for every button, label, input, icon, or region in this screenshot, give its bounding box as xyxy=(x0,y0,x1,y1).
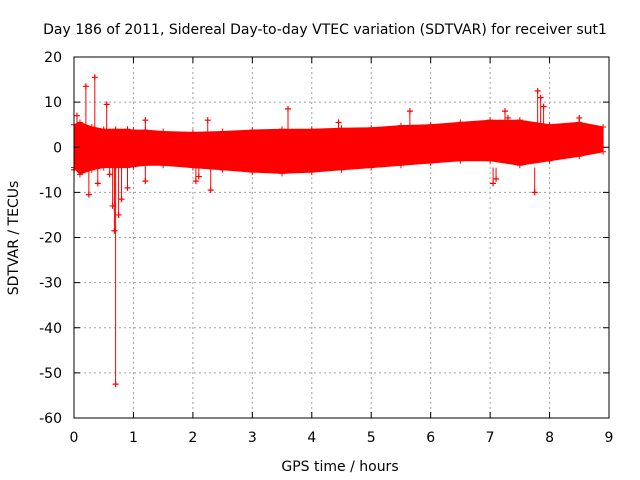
band-edge-marker xyxy=(112,126,119,133)
band-edge-marker xyxy=(338,125,345,132)
data-point xyxy=(106,171,113,178)
band-edge-marker xyxy=(600,148,607,155)
data-point xyxy=(94,180,101,187)
data-point xyxy=(91,74,98,81)
band-edge-marker xyxy=(219,128,226,135)
data-point xyxy=(504,114,511,121)
band-edge-marker xyxy=(516,162,523,169)
x-tick-label: 9 xyxy=(605,430,614,446)
y-tick-label: -60 xyxy=(39,411,62,427)
band-edge-marker xyxy=(457,157,464,164)
band-edge-marker xyxy=(487,157,494,164)
band-edge-marker xyxy=(124,126,131,133)
x-tick-label: 1 xyxy=(129,430,138,446)
band-edge-marker xyxy=(368,124,375,131)
x-tick-label: 8 xyxy=(545,430,554,446)
grid-lines xyxy=(74,57,609,418)
data-point xyxy=(207,187,214,194)
data-point xyxy=(537,94,544,101)
band-edge-marker xyxy=(546,157,553,164)
data-point xyxy=(85,191,92,198)
data-point xyxy=(103,101,110,108)
band-edge-marker xyxy=(397,122,404,129)
data-point xyxy=(118,196,125,203)
y-axis-title: SDTVAR / TECUs xyxy=(6,181,22,296)
band-edge-marker xyxy=(516,117,523,124)
y-tick-label: 0 xyxy=(53,140,62,156)
axis-ticks: 0 1 2 3 4 5 6 7 8 9 -60 -50 -40 -30 -20 -10 0 10 20 xyxy=(39,50,613,446)
x-tick-label: 3 xyxy=(248,430,257,446)
data-point xyxy=(195,173,202,180)
band-edge-marker xyxy=(189,129,196,136)
data-point xyxy=(540,103,547,110)
y-tick-label: 10 xyxy=(44,95,62,111)
data-point xyxy=(112,381,119,388)
band-edge-marker xyxy=(279,126,286,133)
data-point xyxy=(73,112,80,119)
data-point xyxy=(192,178,199,185)
data-point xyxy=(493,175,500,182)
band-edge-marker xyxy=(249,169,256,176)
data-series xyxy=(71,74,607,388)
band-edge-marker xyxy=(427,160,434,167)
data-point xyxy=(335,119,342,126)
band-edge-marker xyxy=(457,119,464,126)
band-edge-marker xyxy=(219,166,226,173)
band-edge-marker xyxy=(76,119,83,126)
band-edge-marker xyxy=(308,126,315,133)
x-tick-label: 6 xyxy=(426,430,435,446)
band-edge-marker xyxy=(338,166,345,173)
band-edge-marker xyxy=(189,164,196,171)
data-point xyxy=(576,114,583,121)
data-point xyxy=(142,178,149,185)
data-point xyxy=(406,108,413,115)
data-point xyxy=(111,227,118,234)
band-edge-marker xyxy=(397,162,404,169)
band-edge-marker xyxy=(142,162,149,169)
x-tick-label: 2 xyxy=(188,430,197,446)
x-axis-title: GPS time / hours xyxy=(281,459,398,475)
data-point xyxy=(204,117,211,124)
data-point xyxy=(490,180,497,187)
y-tick-label: -40 xyxy=(39,321,62,337)
x-tick-label: 7 xyxy=(486,430,495,446)
band-edge-marker xyxy=(130,127,137,134)
data-point xyxy=(142,117,149,124)
y-tick-label: -20 xyxy=(39,231,62,247)
band-edge-marker xyxy=(88,166,95,173)
band-edge-marker xyxy=(427,121,434,128)
x-tick-label: 4 xyxy=(307,430,316,446)
band-edge-marker xyxy=(76,171,83,178)
data-point xyxy=(115,211,122,218)
data-point xyxy=(501,108,508,115)
band-edge-marker xyxy=(368,164,375,171)
data-point xyxy=(82,83,89,90)
data-point xyxy=(531,189,538,196)
data-point xyxy=(534,87,541,94)
band-edge-marker xyxy=(279,170,286,177)
band-edge-marker xyxy=(308,169,315,176)
band-edge-marker xyxy=(100,164,107,171)
band-edge-marker xyxy=(100,126,107,133)
chart-title: Day 186 of 2011, Sidereal Day-to-day VTE… xyxy=(43,22,607,38)
data-point xyxy=(285,105,291,112)
band-edge-marker xyxy=(160,162,167,169)
y-tick-label: -30 xyxy=(39,276,62,292)
band-edge-marker xyxy=(576,153,583,160)
band-edge-marker xyxy=(160,128,167,135)
band-edge-marker xyxy=(130,163,137,170)
band-edge-marker xyxy=(88,123,95,130)
x-tick-label: 5 xyxy=(367,430,376,446)
y-tick-label: -50 xyxy=(39,366,62,382)
band-edge-marker xyxy=(249,127,256,134)
band-edge-marker xyxy=(546,121,553,128)
band-edge-marker xyxy=(600,123,607,130)
y-tick-label: -10 xyxy=(39,185,62,201)
y-tick-label: 20 xyxy=(44,50,62,66)
data-point xyxy=(124,184,131,191)
x-tick-label: 0 xyxy=(70,430,79,446)
band-edge-marker xyxy=(487,117,494,124)
